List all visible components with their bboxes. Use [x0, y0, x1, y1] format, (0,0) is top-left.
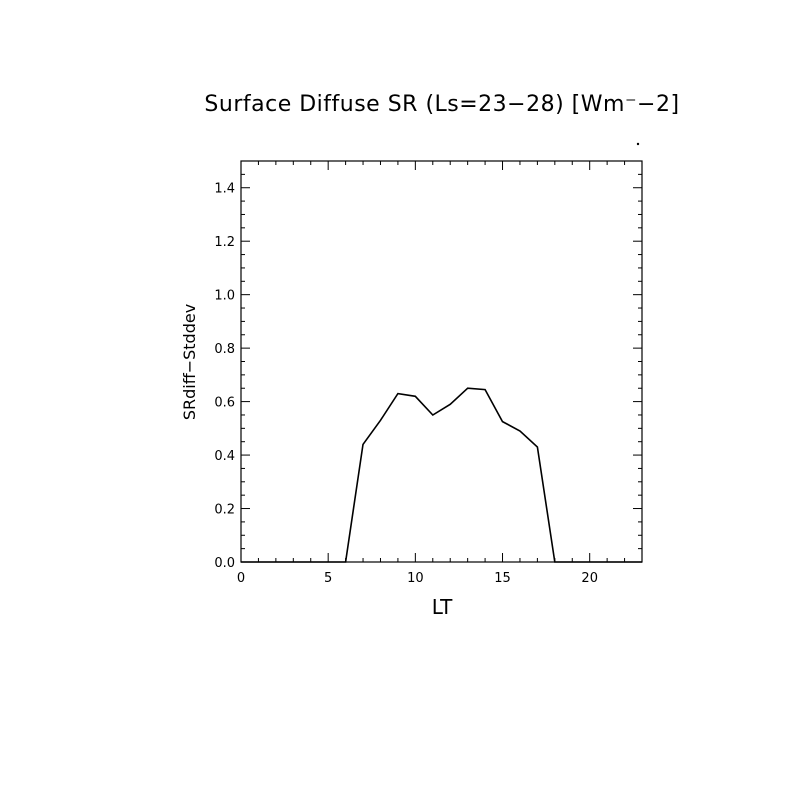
- x-tick-label: 15: [494, 571, 511, 586]
- y-tick-label: 0.2: [214, 503, 235, 518]
- data-point: [415, 396, 416, 397]
- data-point: [537, 447, 538, 448]
- data-point: [397, 393, 398, 394]
- data-point: [485, 389, 486, 390]
- data-point: [258, 562, 259, 563]
- data-point: [642, 562, 643, 563]
- series-line: [241, 387, 642, 563]
- corner-dot: [636, 142, 640, 146]
- data-point: [607, 562, 608, 563]
- x-axis-label: LT: [432, 595, 453, 619]
- data-point: [293, 562, 294, 563]
- y-tick-label: 1.2: [214, 235, 235, 250]
- plot-frame: [240, 160, 643, 563]
- y-tick-label: 1.0: [214, 289, 235, 304]
- data-point: [624, 562, 625, 563]
- axis-tick-labels: 0 5 10 15 20 0.0 0.2 0.4 0.6 0.8 1.0 1.2 1.4: [214, 182, 598, 586]
- y-axis-label: SRdiff−Stddev: [180, 304, 199, 420]
- x-tick-label: 20: [581, 571, 598, 586]
- x-tick-label: 5: [324, 571, 332, 586]
- data-point: [589, 562, 590, 563]
- data-point: [502, 421, 503, 422]
- data-point: [572, 562, 573, 563]
- data-point: [275, 562, 276, 563]
- y-tick-label: 1.4: [214, 182, 235, 197]
- data-point: [519, 431, 520, 432]
- y-tick-label: 0.8: [214, 342, 235, 357]
- data-point: [241, 562, 242, 563]
- chart-title: Surface Diffuse SR (Ls=23−28) [Wm⁻−2]: [204, 92, 679, 117]
- data-point: [380, 420, 381, 421]
- data-point: [467, 388, 468, 389]
- x-tick-label: 10: [407, 571, 424, 586]
- data-point: [363, 444, 364, 445]
- series-group: [241, 387, 643, 563]
- y-tick-label: 0.0: [214, 556, 235, 571]
- data-point: [554, 562, 555, 563]
- y-tick-label: 0.6: [214, 396, 235, 411]
- axis-ticks: [240, 160, 643, 563]
- x-tick-label: 0: [237, 571, 245, 586]
- data-point: [310, 562, 311, 563]
- y-tick-label: 0.4: [214, 449, 235, 464]
- data-point: [345, 562, 346, 563]
- data-point: [432, 414, 433, 415]
- data-point: [450, 404, 451, 405]
- data-point: [328, 562, 329, 563]
